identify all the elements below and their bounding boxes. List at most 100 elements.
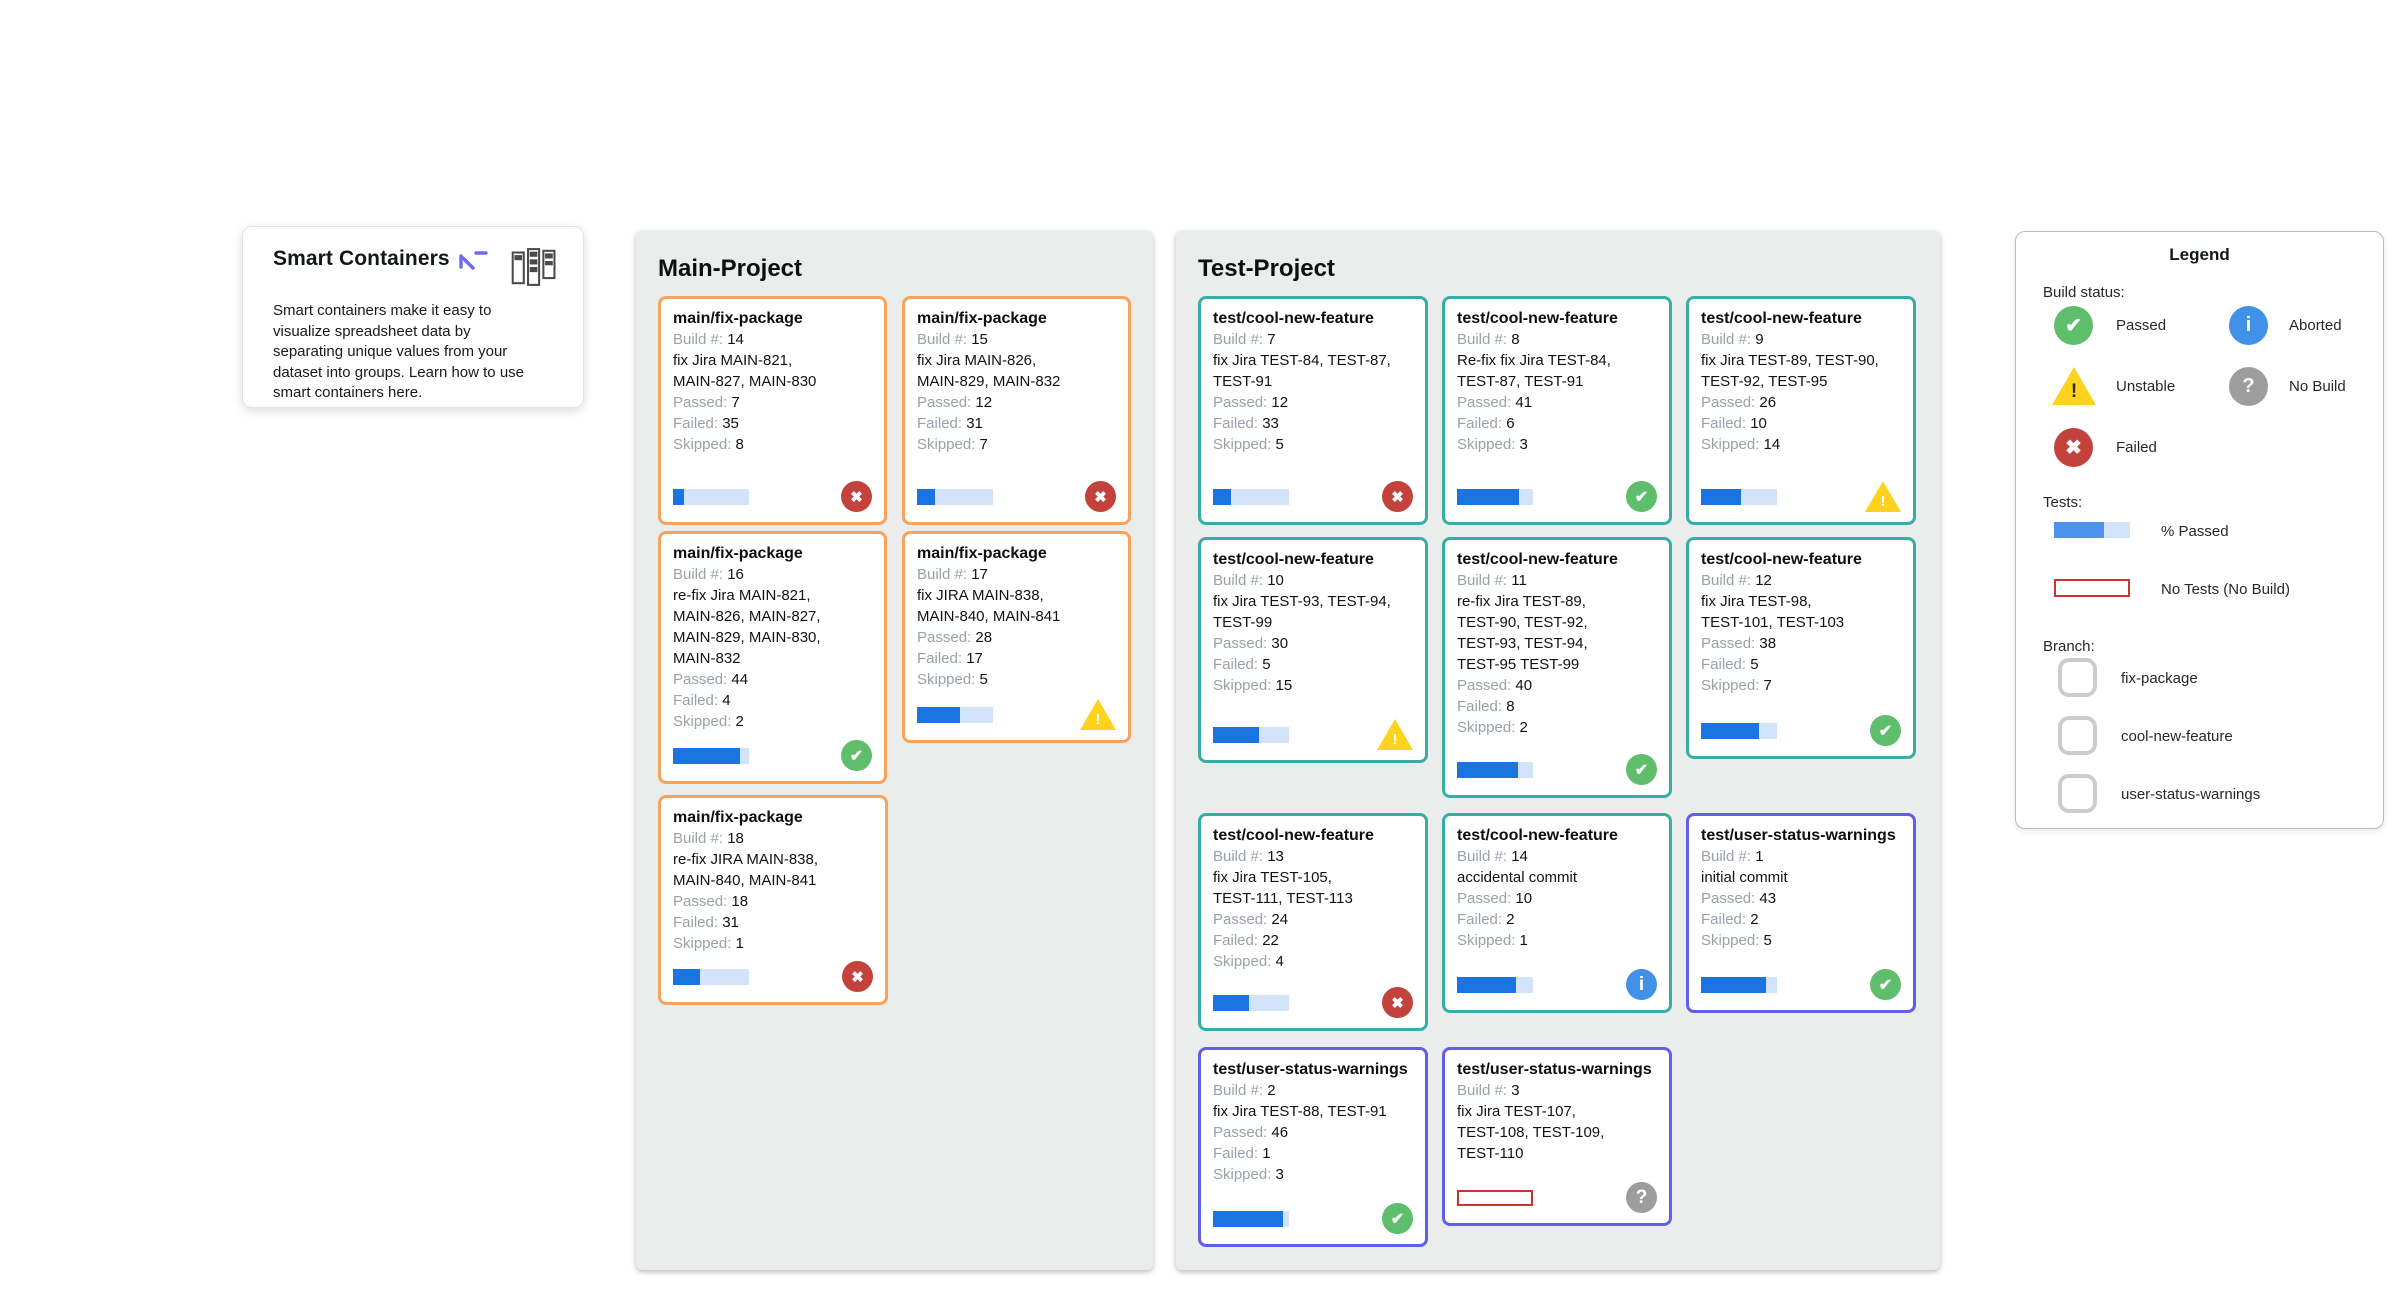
passed-count: 38 [1759,635,1777,652]
test-project-cards: test/cool-new-feature Build #: 7 fix Jir… [1198,296,1918,1247]
tests-percent-bar [917,706,993,723]
skipped-line: Skipped: 1 [1457,932,1528,949]
card-test-user-status-warnings-build-1[interactable]: test/user-status-warnings Build #: 1 ini… [1686,813,1916,1013]
passed-count: 28 [975,629,993,646]
passed-count: 43 [1759,890,1777,907]
tests-percent-bar [673,747,749,764]
commit-message: fix Jira TEST-84, TEST-87, TEST-91 [1213,352,1391,390]
build-number: 15 [971,331,988,348]
build-number-line: Build #: 13 [1213,848,1284,865]
passed-line: Passed: 44 [673,671,749,688]
main-project-panel: Main-Project main/fix-package Build #: 1… [636,231,1153,1270]
percent-passed-bar [2054,522,2130,538]
build-number-line: Build #: 10 [1213,572,1284,589]
smart-containers-callout: Smart Containers [242,226,584,408]
smart-containers-description: Smart containers make it easy to visuali… [273,302,525,401]
build-number-line: Build #: 15 [917,331,988,348]
tests-percent-bar [1701,488,1777,505]
card-main-fix-package-build-15[interactable]: main/fix-package Build #: 15 fix Jira MA… [902,296,1131,525]
commit-message: fix Jira TEST-89, TEST-90, TEST-92, TEST… [1701,352,1879,390]
passed-count: 10 [1515,890,1533,907]
build-number: 9 [1755,331,1764,348]
question-circle-icon [2229,367,2268,406]
passed-count: 26 [1759,394,1777,411]
build-number-line: Build #: 8 [1457,331,1520,348]
build-number: 14 [1511,848,1528,865]
card-main-fix-package-build-16[interactable]: main/fix-package Build #: 16 re-fix Jira… [658,531,887,784]
aborted-status-icon [1626,969,1657,1000]
build-number-line: Build #: 14 [1457,848,1528,865]
commit-message: fix Jira TEST-107, TEST-108, TEST-109, T… [1457,1103,1605,1162]
passed-status-icon [1626,481,1657,512]
skipped-count: 5 [1763,932,1772,949]
card-test-cool-new-feature-build-12[interactable]: test/cool-new-feature Build #: 12 fix Ji… [1686,537,1916,759]
card-test-cool-new-feature-build-10[interactable]: test/cool-new-feature Build #: 10 fix Ji… [1198,537,1428,763]
failed-count: 5 [1750,656,1759,673]
build-number-line: Build #: 2 [1213,1082,1276,1099]
card-test-cool-new-feature-build-13[interactable]: test/cool-new-feature Build #: 13 fix Ji… [1198,813,1428,1031]
card-test-user-status-warnings-build-3[interactable]: test/user-status-warnings Build #: 3 fix… [1442,1047,1672,1226]
skipped-line: Skipped: 5 [917,671,988,688]
main-project-title: Main-Project [658,255,803,282]
legend-no-tests-label: No Tests (No Build) [2161,581,2290,598]
main-project-row-3: main/fix-package Build #: 18 re-fix JIRA… [658,795,1131,1005]
skipped-line: Skipped: 5 [1701,932,1772,949]
card-footer [1701,715,1901,746]
card-test-cool-new-feature-build-11[interactable]: test/cool-new-feature Build #: 11 re-fix… [1442,537,1672,798]
commit-message: fix JIRA MAIN-838, MAIN-840, MAIN-841 [917,587,1061,625]
unstable-status-icon [1865,481,1901,512]
card-main-fix-package-build-17[interactable]: main/fix-package Build #: 17 fix JIRA MA… [902,531,1131,743]
skipped-count: 1 [1519,932,1528,949]
warning-triangle-icon [2052,367,2096,405]
tests-section-label: Tests: [2043,494,2083,511]
info-circle-icon [2229,306,2268,345]
passed-status-icon [1870,969,1901,1000]
passed-line: Passed: 26 [1701,394,1777,411]
passed-line: Passed: 41 [1457,394,1533,411]
skipped-line: Skipped: 8 [673,436,744,453]
build-number: 8 [1511,331,1520,348]
build-number-line: Build #: 3 [1457,1082,1520,1099]
card-branch-title: test/cool-new-feature [1457,827,1618,844]
tests-percent-bar [1457,488,1533,505]
passed-line: Passed: 18 [673,893,749,910]
build-number: 12 [1755,572,1772,589]
card-test-cool-new-feature-build-8[interactable]: test/cool-new-feature Build #: 8 Re-fix … [1442,296,1672,525]
passed-count: 24 [1271,911,1289,928]
card-footer [673,961,873,992]
commit-message: fix Jira TEST-88, TEST-91 [1213,1103,1387,1120]
passed-line: Passed: 38 [1701,635,1777,652]
card-test-cool-new-feature-build-7[interactable]: test/cool-new-feature Build #: 7 fix Jir… [1198,296,1428,525]
tests-percent-bar [1457,976,1533,993]
failed-line: Failed: 10 [1701,415,1767,432]
skipped-count: 2 [1519,719,1528,736]
card-footer [673,481,872,512]
card-footer [1213,719,1413,750]
card-branch-title: test/cool-new-feature [1457,310,1618,327]
card-branch-title: test/cool-new-feature [1213,827,1374,844]
card-test-user-status-warnings-build-2[interactable]: test/user-status-warnings Build #: 2 fix… [1198,1047,1428,1247]
card-footer [1457,754,1657,785]
legend-percent-passed-label: % Passed [2161,523,2229,540]
failed-status-icon [841,481,872,512]
tests-percent-bar [1701,722,1777,739]
skipped-line: Skipped: 2 [1457,719,1528,736]
cool-new-feature-branch-swatch [2058,716,2097,755]
tests-percent-bar [1213,488,1289,505]
build-number: 11 [1511,572,1527,589]
card-branch-title: main/fix-package [673,809,803,826]
failed-count: 2 [1506,911,1515,928]
check-circle-icon [2054,306,2093,345]
no-build-status-icon [1626,1182,1657,1213]
build-number: 18 [727,830,744,847]
card-main-fix-package-build-18[interactable]: main/fix-package Build #: 18 re-fix JIRA… [658,795,888,1005]
build-number-line: Build #: 18 [673,830,744,847]
failed-line: Failed: 8 [1457,698,1515,715]
build-number-line: Build #: 16 [673,566,744,583]
card-test-cool-new-feature-build-14[interactable]: test/cool-new-feature Build #: 14 accide… [1442,813,1672,1013]
card-footer [1457,1182,1657,1213]
card-test-cool-new-feature-build-9[interactable]: test/cool-new-feature Build #: 9 fix Jir… [1686,296,1916,525]
skipped-line: Skipped: 7 [917,436,988,453]
passed-line: Passed: 24 [1213,911,1289,928]
card-main-fix-package-build-14[interactable]: main/fix-package Build #: 14 fix Jira MA… [658,296,887,525]
